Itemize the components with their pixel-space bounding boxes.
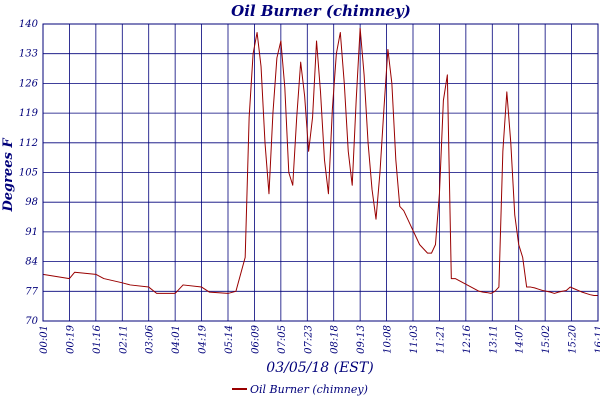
- x-tick-label: 06:09: [250, 324, 261, 353]
- y-tick-label: 70: [25, 316, 38, 327]
- x-tick-label: 08:18: [330, 325, 341, 354]
- series-line: [42, 27, 598, 297]
- y-tick-label: 126: [19, 78, 39, 89]
- x-tick-label: 04:19: [198, 324, 209, 353]
- y-tick-label: 140: [19, 19, 39, 30]
- x-tick-label: 00:19: [65, 324, 76, 353]
- x-tick-label: 15:02: [541, 325, 552, 354]
- x-tick-label: 03:06: [145, 324, 156, 353]
- x-tick-label: 04:01: [171, 325, 182, 354]
- x-tick-label: 10:08: [383, 325, 394, 354]
- x-tick-label: 11:21: [435, 325, 446, 354]
- y-axis-label: Degrees F: [1, 138, 16, 213]
- y-tick-label: 98: [25, 197, 38, 208]
- x-tick-label: 12:16: [462, 324, 473, 353]
- x-tick-label: 14:07: [515, 324, 526, 353]
- x-tick-label: 01:16: [92, 324, 103, 353]
- x-tick-labels: 00:01 00:19 01:16 02:11 03:06 04:01 04:19 05:14…: [39, 324, 600, 353]
- x-tick-label: 07:05: [277, 325, 288, 354]
- legend: Oil Burner (chimney): [232, 383, 368, 396]
- x-axis-label: 03/05/18 (EST): [266, 360, 373, 376]
- y-tick-label: 84: [25, 257, 38, 268]
- x-tick-label: 02:11: [118, 325, 129, 354]
- y-tick-labels: 70 77 84 91 98 105 112 119 126 133 140: [19, 19, 39, 327]
- x-tick-label: 07:23: [303, 325, 314, 354]
- x-tick-label: 16:11: [594, 325, 600, 354]
- series-group: [42, 27, 598, 297]
- x-tick-label: 05:14: [224, 325, 235, 354]
- y-tick-label: 119: [19, 108, 39, 119]
- y-tick-label: 133: [19, 49, 38, 60]
- legend-label: Oil Burner (chimney): [250, 383, 368, 396]
- y-tick-label: 77: [25, 286, 38, 297]
- x-tick-label: 09:13: [356, 325, 367, 354]
- grid: [42, 23, 599, 322]
- chart-title: Oil Burner (chimney): [231, 2, 411, 20]
- y-tick-label: 112: [19, 138, 38, 149]
- y-tick-label: 105: [19, 168, 38, 179]
- plot-area-border: [42, 23, 599, 322]
- y-tick-label: 91: [25, 227, 38, 238]
- x-tick-label: 13:11: [488, 325, 499, 354]
- x-tick-label: 11:03: [409, 325, 420, 354]
- x-tick-label: 00:01: [39, 325, 50, 354]
- x-tick-label: 15:20: [568, 324, 579, 353]
